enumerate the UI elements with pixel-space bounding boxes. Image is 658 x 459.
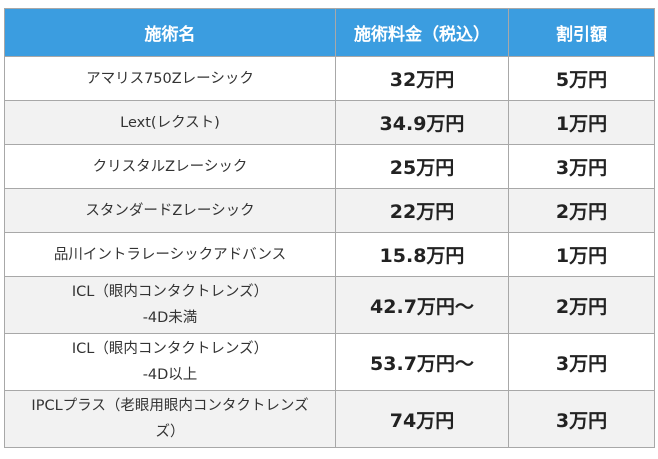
treatment-name-line: -4D未満 bbox=[142, 310, 198, 326]
discount-cell: 1万円 bbox=[508, 232, 655, 277]
discount-cell: 2万円 bbox=[508, 188, 655, 233]
treatment-name-line: 品川イントラレーシックアドバンス bbox=[53, 246, 287, 263]
treatment-name: Lext(レクスト) bbox=[4, 100, 336, 145]
table-row: IPCLプラス（老眼用眼内コンタクトレンズ ズ） 74万円 3万円 bbox=[4, 390, 655, 448]
table-row: 品川イントラレーシックアドバンス 15.8万円 1万円 bbox=[4, 232, 655, 277]
treatment-name-line: Lext(レクスト) bbox=[120, 114, 220, 131]
treatment-name: ICL（眼内コンタクトレンズ） -4D未満 bbox=[4, 276, 336, 334]
table-row: Lext(レクスト) 34.9万円 1万円 bbox=[4, 100, 655, 145]
price-cell: 74万円 bbox=[335, 390, 509, 448]
discount-cell: 1万円 bbox=[508, 100, 655, 145]
price-cell: 42.7万円～ bbox=[335, 276, 509, 334]
discount-cell: 3万円 bbox=[508, 390, 655, 448]
treatment-name-line: -4D以上 bbox=[142, 367, 198, 383]
treatment-name: IPCLプラス（老眼用眼内コンタクトレンズ ズ） bbox=[4, 390, 336, 448]
price-cell: 34.9万円 bbox=[335, 100, 509, 145]
header-discount: 割引額 bbox=[508, 8, 655, 57]
treatment-name: ICL（眼内コンタクトレンズ） -4D以上 bbox=[4, 333, 336, 391]
discount-cell: 3万円 bbox=[508, 333, 655, 391]
header-price: 施術料金（税込） bbox=[335, 8, 509, 57]
price-cell: 15.8万円 bbox=[335, 232, 509, 277]
treatment-name: クリスタルZレーシック bbox=[4, 144, 336, 189]
discount-cell: 5万円 bbox=[508, 56, 655, 101]
discount-cell: 3万円 bbox=[508, 144, 655, 189]
discount-cell: 2万円 bbox=[508, 276, 655, 334]
treatment-name: 品川イントラレーシックアドバンス bbox=[4, 232, 336, 277]
treatment-name-line: アマリス750Zレーシック bbox=[86, 70, 254, 87]
price-cell: 32万円 bbox=[335, 56, 509, 101]
treatment-name-line: クリスタルZレーシック bbox=[92, 158, 248, 175]
table-row: クリスタルZレーシック 25万円 3万円 bbox=[4, 144, 655, 189]
treatment-name: スタンダードZレーシック bbox=[4, 188, 336, 233]
header-row: 施術名 施術料金（税込） 割引額 bbox=[4, 8, 655, 57]
price-cell: 22万円 bbox=[335, 188, 509, 233]
price-cell: 25万円 bbox=[335, 144, 509, 189]
header-treatment-name: 施術名 bbox=[4, 8, 336, 57]
treatment-name-line: ICL（眼内コンタクトレンズ） bbox=[71, 284, 269, 300]
table-row: アマリス750Zレーシック 32万円 5万円 bbox=[4, 56, 655, 101]
treatment-name-line: スタンダードZレーシック bbox=[85, 202, 255, 219]
price-cell: 53.7万円～ bbox=[335, 333, 509, 391]
table-row: スタンダードZレーシック 22万円 2万円 bbox=[4, 188, 655, 233]
treatment-name-line: ICL（眼内コンタクトレンズ） bbox=[71, 341, 269, 357]
price-table: 施術名 施術料金（税込） 割引額 アマリス750Zレーシック 32万円 5万円 … bbox=[4, 8, 655, 448]
table-row: ICL（眼内コンタクトレンズ） -4D未満 42.7万円～ 2万円 bbox=[4, 276, 655, 334]
treatment-name: アマリス750Zレーシック bbox=[4, 56, 336, 101]
treatment-name-line: IPCLプラス（老眼用眼内コンタクトレンズ bbox=[31, 398, 309, 414]
table-row: ICL（眼内コンタクトレンズ） -4D以上 53.7万円～ 3万円 bbox=[4, 333, 655, 391]
treatment-name-line: ズ） bbox=[155, 424, 185, 440]
